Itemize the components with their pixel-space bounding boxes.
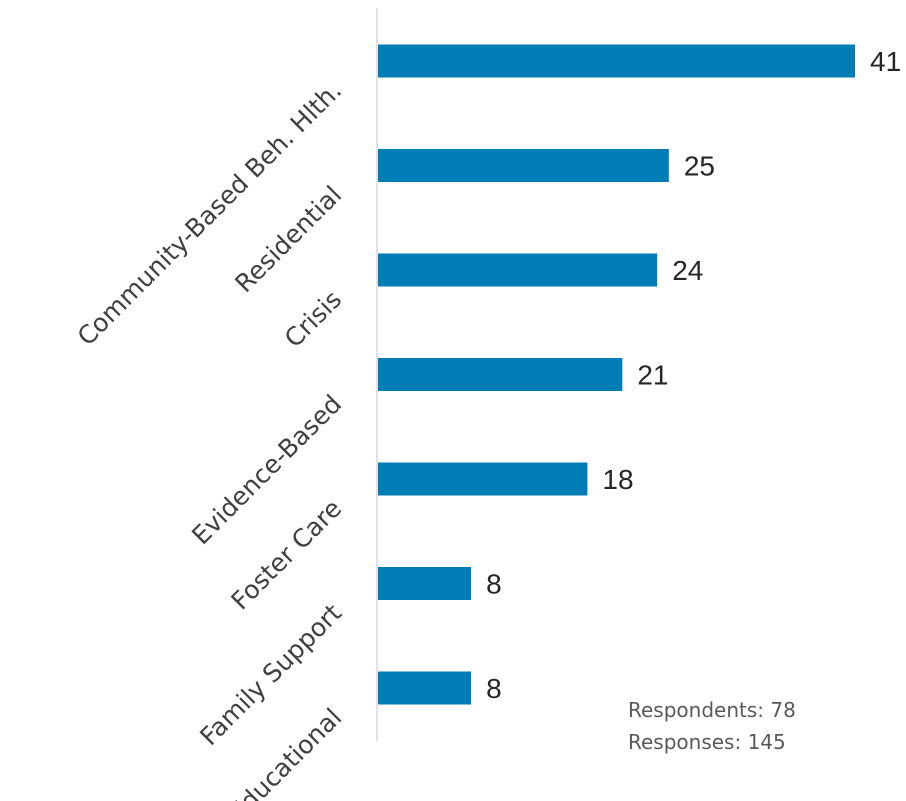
bar [378, 358, 623, 391]
bar-value-label: 8 [486, 673, 502, 704]
responses-note: Responses: 145 [628, 730, 786, 754]
bar-value-label: 25 [684, 151, 715, 182]
bar [378, 671, 472, 705]
bar-value-label: 21 [637, 360, 668, 391]
bar-value-label: 18 [602, 464, 633, 495]
bar [378, 253, 658, 287]
respondents-note: Respondents: 78 [628, 698, 796, 722]
category-label: Crisis [279, 285, 347, 353]
category-label: Residential [229, 180, 347, 298]
bar-value-label: 24 [672, 255, 703, 286]
bar-value-label: 41 [870, 46, 901, 77]
bar-value-label: 8 [486, 569, 502, 600]
bar [378, 149, 669, 182]
bar [378, 44, 855, 78]
bar [378, 462, 588, 496]
bar [378, 567, 472, 600]
